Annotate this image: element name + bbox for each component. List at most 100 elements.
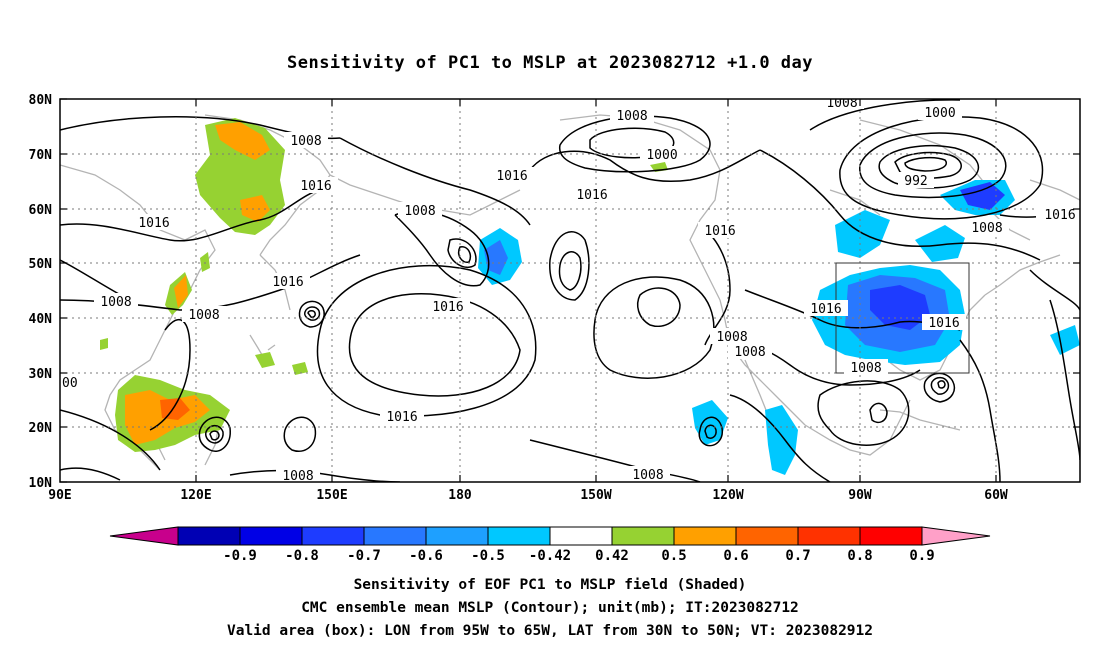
svg-text:1016: 1016 <box>138 216 169 231</box>
svg-text:1016: 1016 <box>386 410 417 425</box>
lon-label: 150E <box>316 488 347 503</box>
lon-label: 180 <box>448 488 472 503</box>
lon-label: 150W <box>580 488 611 503</box>
sensitivity-shading <box>100 118 1080 475</box>
contour-label: 1008 <box>610 107 654 124</box>
svg-text:1016: 1016 <box>272 275 303 290</box>
map-title: Sensitivity of PC1 to MSLP at 2023082712… <box>287 53 813 73</box>
svg-text:992: 992 <box>904 174 927 189</box>
lon-label: 60W <box>984 488 1008 503</box>
colorbar-swatch <box>239 526 303 546</box>
contour-label: 1000 <box>640 146 684 163</box>
contour-label: 1008 <box>820 96 864 111</box>
lat-label: 10N <box>29 476 53 491</box>
lat-lon-grid <box>60 99 1080 482</box>
colorbar-label: -0.6 <box>409 548 443 564</box>
contour-label: 1016 <box>804 300 848 317</box>
map-plot-area: 1008 1008 1000 1000 1016 1016 1016 1008 … <box>60 96 1080 484</box>
contour-label: 1008 <box>276 467 320 484</box>
svg-text:1008: 1008 <box>616 109 647 124</box>
colorbar-swatch <box>549 526 613 546</box>
contour-label: 1008 <box>626 466 670 483</box>
colorbar-swatch <box>735 526 799 546</box>
svg-text:1016: 1016 <box>576 188 607 203</box>
colorbar-swatch <box>797 526 861 546</box>
contour-label: 1016 <box>426 298 470 315</box>
contour-label: 1008 <box>710 328 754 345</box>
valid-area-box <box>835 262 970 374</box>
svg-text:1016: 1016 <box>928 316 959 331</box>
colorbar-swatch <box>611 526 675 546</box>
lat-label: 20N <box>29 421 53 436</box>
contour-label: 1008 <box>94 293 138 310</box>
lon-label: 90E <box>48 488 71 503</box>
lat-label: 30N <box>29 367 53 382</box>
svg-text:1016: 1016 <box>1044 208 1075 223</box>
contour-label: 1008 <box>182 306 226 323</box>
contour-label: 1016 <box>922 314 966 331</box>
colorbar-label: -0.8 <box>285 548 319 564</box>
lon-label: 90W <box>848 488 872 503</box>
colorbar-label: 0.42 <box>595 548 629 564</box>
contour-label: 1008 <box>844 359 888 376</box>
svg-text:1016: 1016 <box>432 300 463 315</box>
contour-label: 1016 <box>266 273 310 290</box>
colorbar-label: 0.6 <box>723 548 748 564</box>
contour-label: 1008 <box>728 343 772 360</box>
svg-text:1008: 1008 <box>632 468 663 483</box>
contour-label: 1016 <box>698 222 742 239</box>
lon-label: 120E <box>180 488 211 503</box>
caption-line: CMC ensemble mean MSLP (Contour); unit(m… <box>301 600 799 616</box>
lat-label: 80N <box>29 93 53 108</box>
lat-label: 70N <box>29 148 53 163</box>
contour-label: 1016 <box>1036 206 1080 223</box>
lat-label: 40N <box>29 312 53 327</box>
colorbar-label: 0.8 <box>847 548 872 564</box>
plot-frame <box>59 98 1081 483</box>
lat-label: 50N <box>29 257 53 272</box>
longitude-axis-labels: 90E 120E 150E 180 150W 120W 90W 60W <box>48 488 1008 503</box>
colorbar-swatch <box>425 526 489 546</box>
svg-text:1016: 1016 <box>810 302 841 317</box>
colorbar-swatch <box>673 526 737 546</box>
colorbar-label: 0.7 <box>785 548 810 564</box>
svg-text:1016: 1016 <box>704 224 735 239</box>
caption-line: Sensitivity of EOF PC1 to MSLP field (Sh… <box>354 577 747 593</box>
svg-text:1008: 1008 <box>290 134 321 149</box>
contour-label: 1016 <box>294 177 338 194</box>
svg-text:1008: 1008 <box>850 361 881 376</box>
contour-label: 1008 <box>965 219 1009 236</box>
colorbar-min-extension <box>109 526 179 546</box>
svg-text:1000: 1000 <box>646 148 677 163</box>
contour-labels: 1008 1008 1000 1000 1016 1016 1016 1008 … <box>60 96 1080 484</box>
contour-label: 1016 <box>380 408 424 425</box>
contour-label: 1016 <box>490 167 534 184</box>
svg-text:1008: 1008 <box>282 469 313 484</box>
svg-text:1008: 1008 <box>188 308 219 323</box>
contour-label: 1008 <box>284 132 328 149</box>
svg-text:1000: 1000 <box>924 106 955 121</box>
contour-label: 1000 <box>918 104 962 121</box>
colorbar: -0.9 -0.8 -0.7 -0.6 -0.5 -0.42 0.42 0.5 0.6 0.7 0.… <box>109 526 991 564</box>
svg-text:1008: 1008 <box>100 295 131 310</box>
colorbar-swatch <box>859 526 923 546</box>
contour-label: 1016 <box>132 214 176 231</box>
colorbar-label: 0.5 <box>661 548 686 564</box>
latitude-axis-labels: 80N 70N 60N 50N 40N 30N 20N 10N <box>29 93 53 491</box>
figure-captions: Sensitivity of EOF PC1 to MSLP field (Sh… <box>227 577 873 639</box>
colorbar-swatch <box>301 526 365 546</box>
contour-label: 1008 <box>398 202 442 219</box>
lon-label: 120W <box>712 488 743 503</box>
colorbar-label: -0.42 <box>529 548 571 564</box>
svg-text:1008: 1008 <box>734 345 765 360</box>
svg-text:1008: 1008 <box>716 330 747 345</box>
colorbar-label: -0.7 <box>347 548 381 564</box>
svg-text:1008: 1008 <box>826 96 857 111</box>
tick-marks <box>60 98 1080 483</box>
contour-label: 992 <box>898 172 934 189</box>
lat-label: 60N <box>29 203 53 218</box>
svg-text:1016: 1016 <box>496 169 527 184</box>
colorbar-label: -0.5 <box>471 548 505 564</box>
svg-text:00: 00 <box>62 376 78 391</box>
